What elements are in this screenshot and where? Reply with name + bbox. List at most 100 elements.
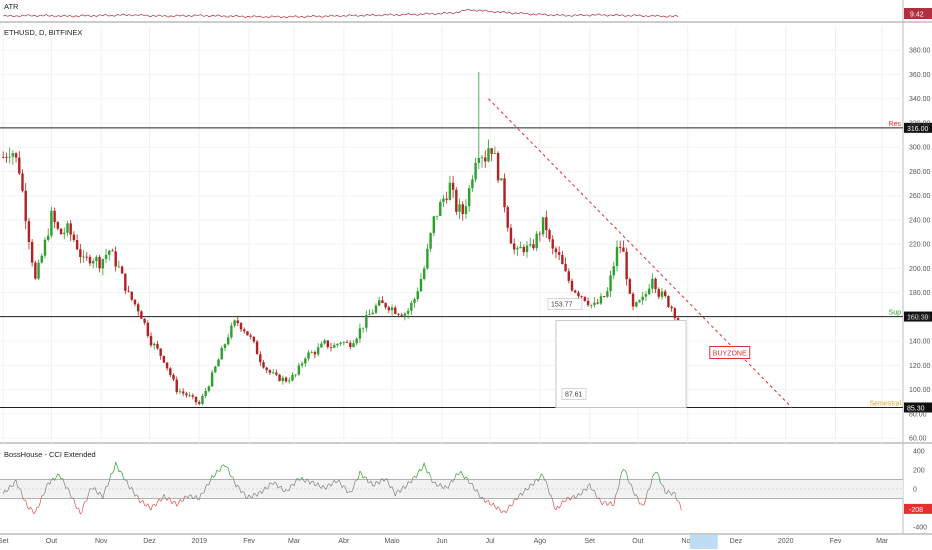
cci-segment — [394, 491, 398, 497]
candle — [136, 302, 140, 316]
cci-segment — [449, 480, 452, 484]
cci-segment — [415, 472, 419, 478]
candle — [345, 339, 349, 344]
candle — [349, 340, 352, 350]
cci-segment — [52, 477, 55, 481]
atr-value-badge-bg — [904, 8, 932, 19]
cci-segment — [386, 478, 390, 485]
cci-segment — [271, 483, 274, 485]
cci-segment — [602, 501, 605, 506]
candle — [442, 194, 445, 207]
cci-segment — [578, 493, 581, 496]
y-tick-label: 200.00 — [909, 266, 931, 273]
candle-body — [27, 221, 31, 243]
y-tick-label: 140.00 — [909, 339, 931, 346]
candle-body — [85, 256, 88, 258]
x-tick-label: Nov — [681, 538, 694, 545]
cci-segment — [178, 499, 181, 504]
candle-body — [268, 370, 272, 373]
candle-body — [178, 391, 182, 393]
candle — [207, 385, 211, 393]
candle — [541, 217, 545, 237]
candle — [641, 291, 644, 305]
candle — [657, 287, 660, 300]
cci-segment — [510, 504, 513, 507]
candle — [422, 265, 426, 281]
candle-body — [342, 342, 346, 343]
cci-segment — [496, 506, 499, 510]
cci-segment — [152, 503, 155, 506]
candle-body — [358, 328, 362, 339]
cci-segment — [343, 485, 346, 488]
candle — [439, 199, 442, 217]
cci-segment — [182, 495, 186, 502]
candle-body — [210, 372, 214, 387]
cci-segment — [509, 504, 512, 507]
cci-segment — [668, 490, 671, 493]
candle — [185, 391, 188, 398]
x-tick-label: Set — [0, 538, 9, 545]
resistance-tag: Res — [889, 121, 902, 128]
cci-segment — [272, 481, 276, 485]
candle-body — [413, 299, 416, 303]
cci-segment — [407, 481, 410, 483]
candle — [214, 365, 217, 374]
candle — [239, 322, 243, 332]
cci-segment — [550, 495, 554, 501]
candle-body — [484, 157, 487, 162]
candle-body — [657, 289, 660, 297]
cci-segment — [666, 490, 669, 494]
cci-segment — [160, 498, 163, 502]
cci-segment — [226, 466, 229, 469]
cci-segment — [235, 484, 239, 488]
candle — [477, 72, 481, 170]
cci-segment — [435, 481, 438, 487]
cci-segment — [505, 509, 509, 514]
candle — [133, 299, 137, 307]
candle-body — [271, 372, 275, 374]
cci-segment — [19, 487, 22, 491]
cci-segment — [153, 503, 157, 507]
candle — [596, 298, 599, 305]
candle — [525, 241, 529, 258]
cci-segment — [464, 476, 467, 480]
candle — [21, 169, 24, 193]
candle-body — [101, 259, 105, 269]
cci-segment — [337, 479, 340, 483]
cci-segment — [545, 481, 549, 489]
cci-segment — [75, 505, 78, 509]
candle-body — [448, 182, 452, 200]
cci-segment — [33, 511, 36, 515]
cci-segment — [653, 472, 656, 475]
cci-segment — [317, 482, 321, 488]
candle — [458, 198, 461, 220]
cci-segment — [88, 488, 91, 495]
cci-segment — [227, 468, 231, 476]
candle — [243, 327, 246, 334]
candle-body — [207, 386, 211, 391]
candle — [663, 289, 667, 298]
cci-segment — [309, 481, 313, 485]
cci-segment — [491, 502, 494, 506]
candle-body — [124, 273, 127, 291]
cci-segment — [423, 462, 427, 469]
cci-segment — [417, 469, 420, 474]
candle-body — [69, 223, 72, 235]
cci-segment — [488, 500, 491, 506]
cci-segment — [660, 482, 663, 486]
candle — [56, 221, 60, 231]
candle — [590, 304, 593, 309]
candle-body — [394, 307, 397, 314]
cci-segment — [144, 504, 147, 507]
cci-segment — [600, 502, 603, 506]
candle — [545, 210, 548, 238]
cci-segment — [518, 492, 521, 496]
candle — [561, 250, 564, 265]
candle-body — [455, 189, 458, 212]
candle — [529, 237, 532, 248]
candle-body — [477, 157, 481, 163]
cci-segment — [237, 484, 240, 489]
candle-body — [181, 391, 185, 394]
y-tick-label: 360.00 — [909, 72, 931, 79]
cci-segment — [116, 466, 120, 472]
